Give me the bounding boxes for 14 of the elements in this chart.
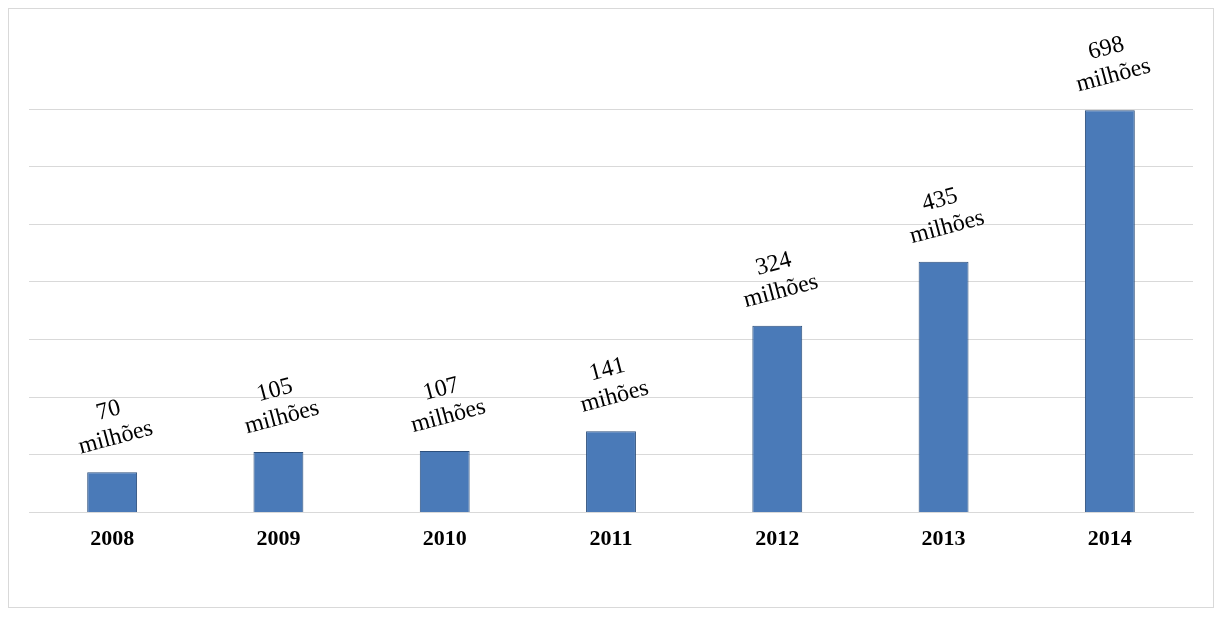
x-tick-label: 2014 <box>1087 525 1132 551</box>
x-tick-label: 2013 <box>921 525 966 551</box>
data-label: 698 milhões <box>1072 29 1154 97</box>
data-label: 70 milhões <box>75 393 156 459</box>
data-label: 105 milhões <box>241 371 322 439</box>
x-tick-label: 2009 <box>256 525 301 551</box>
data-label: 324 milhões <box>740 245 821 313</box>
x-tick-label: 2010 <box>422 525 467 551</box>
data-label: 141 mihões <box>577 350 652 417</box>
data-label: 107 milhões <box>407 370 488 438</box>
x-tick-label: 2012 <box>755 525 800 551</box>
data-label: 435 milhões <box>906 181 987 249</box>
x-tick-label: 2008 <box>90 525 135 551</box>
x-tick-label: 2011 <box>589 525 633 551</box>
